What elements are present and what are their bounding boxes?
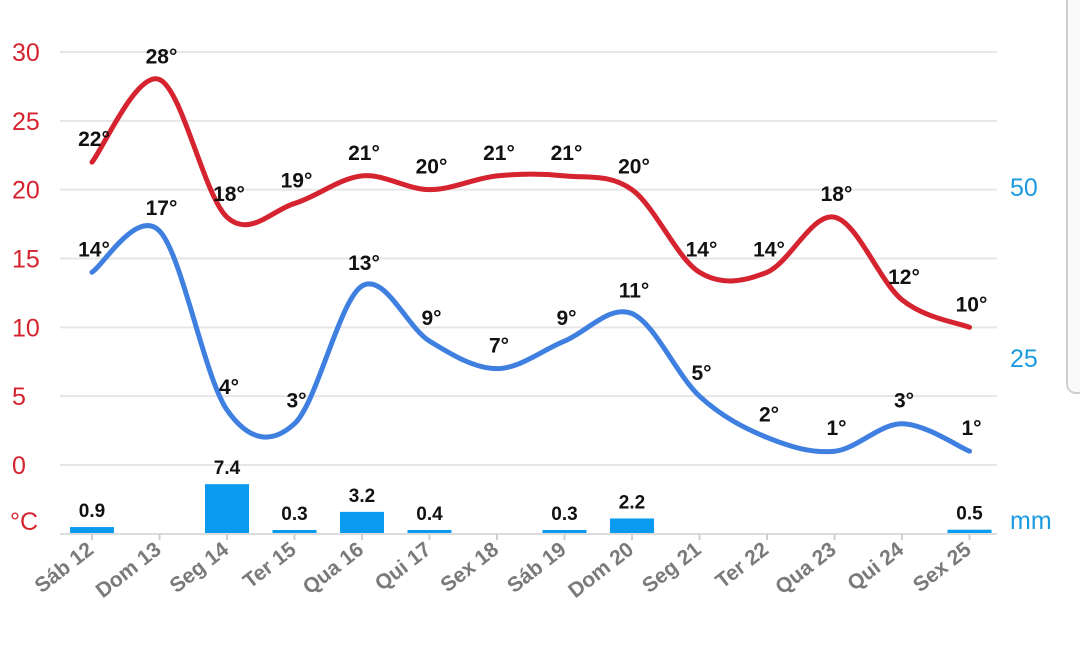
- temp-label-max: 21°: [483, 142, 515, 165]
- precip-bar: [947, 529, 992, 533]
- x-tick-label: Sáb 19: [503, 538, 571, 598]
- temp-label-min: 11°: [619, 280, 650, 303]
- precipitation-bars: 0.9 7.4 0.3 3.2 0.4 0.3 2.2 0.5: [70, 458, 992, 533]
- temp-label-max: 21°: [551, 142, 583, 165]
- left-tick-label: 5: [12, 383, 26, 411]
- line-max: [89, 76, 972, 330]
- left-tick-label: 15: [12, 246, 40, 274]
- x-tick-label: Seg 14: [166, 538, 234, 598]
- temp-label-max: 22°: [78, 128, 110, 151]
- temp-label-max: 10°: [956, 293, 988, 316]
- precip-label: 2.2: [619, 492, 645, 513]
- temp-label-max: 20°: [416, 156, 448, 179]
- left-axis-unit: °C: [10, 508, 38, 536]
- gridlines: [60, 51, 997, 535]
- precip-bar: [205, 484, 249, 533]
- line-min: [89, 223, 972, 455]
- right-axis-unit: mm: [1010, 507, 1052, 535]
- temp-label-min: 14°: [78, 238, 110, 261]
- temp-label-max: 18°: [213, 183, 245, 206]
- temp-label-min: 2°: [759, 403, 779, 426]
- temp-label-max: 20°: [618, 156, 650, 179]
- temp-label-max: 28°: [146, 46, 178, 69]
- scroll-edge-handle[interactable]: [1066, 0, 1080, 394]
- temp-label-max: 18°: [821, 183, 853, 206]
- x-tick-label: Qua 16: [299, 538, 368, 599]
- precip-label: 3.2: [349, 486, 375, 507]
- temp-label-min: 1°: [961, 417, 981, 440]
- x-tick-label: Dom 20: [564, 538, 638, 603]
- temp-label-max: 19°: [281, 169, 313, 192]
- precip-bar: [407, 530, 452, 533]
- left-tick-label: 25: [12, 108, 40, 136]
- right-axis: 50 25 mm: [1010, 174, 1052, 535]
- temp-label-min: 13°: [348, 252, 380, 275]
- temp-label-max: 14°: [753, 238, 785, 261]
- x-tick-label: Ter 22: [711, 538, 773, 593]
- x-tick-label: Sex 25: [909, 538, 976, 597]
- temp-label-max: 14°: [686, 238, 718, 261]
- x-tick-label: Qui 24: [843, 538, 908, 596]
- precip-label: 0.3: [551, 504, 577, 525]
- temp-label-min: 7°: [489, 335, 509, 358]
- temp-label-min: 4°: [219, 376, 239, 399]
- x-tick-label: Ter 15: [239, 538, 301, 593]
- precip-bar: [340, 511, 384, 533]
- precip-label: 0.3: [281, 504, 307, 525]
- precip-label: 7.4: [214, 458, 241, 479]
- precip-bar: [272, 530, 317, 533]
- x-tick-label: Dom 13: [92, 538, 166, 603]
- temp-label-max: 21°: [348, 142, 380, 165]
- x-tick-label: Qui 17: [371, 538, 436, 596]
- precip-label: 0.4: [416, 504, 443, 525]
- temperature-lines: [89, 76, 972, 455]
- precip-label: 0.9: [79, 501, 105, 522]
- temp-label-min: 3°: [286, 390, 306, 413]
- temp-label-min: 9°: [421, 307, 441, 330]
- right-tick-label: 50: [1010, 174, 1038, 202]
- temp-label-min: 3°: [894, 390, 914, 413]
- precip-bar: [542, 530, 587, 533]
- temp-label-min: 5°: [691, 362, 711, 385]
- temp-label-min: 1°: [826, 417, 846, 440]
- x-tick-label: Seg 21: [638, 538, 706, 598]
- x-tick-label: Sex 18: [436, 538, 503, 597]
- precip-bar: [70, 527, 114, 533]
- left-axis: 30 25 20 15 10 5 0 °C: [10, 39, 40, 536]
- right-tick-label: 25: [1010, 345, 1038, 373]
- temp-label-min: 17°: [146, 197, 178, 220]
- temp-label-max: 12°: [888, 266, 920, 289]
- temp-label-min: 9°: [556, 307, 576, 330]
- precip-bar: [610, 518, 654, 533]
- left-tick-label: 30: [12, 39, 40, 67]
- x-tick-label: Sáb 12: [31, 538, 99, 598]
- left-tick-label: 10: [12, 314, 40, 342]
- x-tick-label: Qua 23: [771, 538, 840, 599]
- temperature-labels: 22° 28° 18° 19° 21° 20° 21° 21° 20° 14° 14° 18° 12° 1…: [78, 46, 987, 441]
- left-tick-label: 20: [12, 177, 40, 205]
- precip-label: 0.5: [956, 504, 983, 525]
- left-tick-label: 0: [12, 452, 26, 480]
